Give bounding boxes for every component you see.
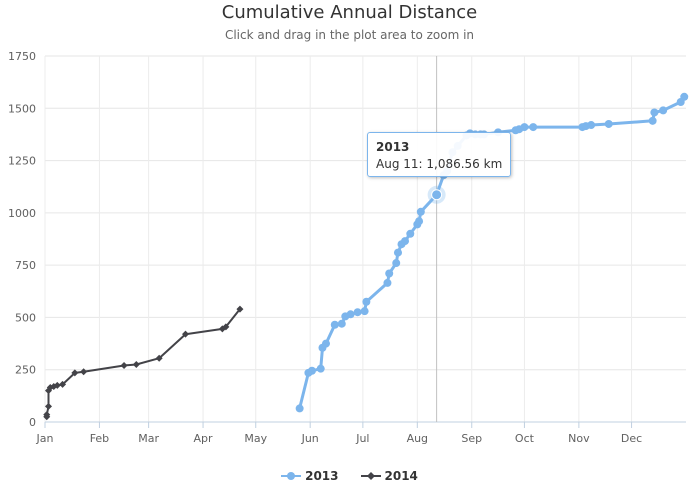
tooltip: 2013 Aug 11: 1,086.56 km: [367, 132, 511, 177]
x-tick-label: Mar: [138, 432, 159, 445]
data-point-2014: [80, 368, 88, 376]
x-tick-label: Jul: [355, 432, 369, 445]
legend: 2013 2014: [0, 467, 699, 485]
x-tick-label: Oct: [515, 432, 535, 445]
y-tick-label: 0: [29, 416, 36, 429]
hover-layer: [427, 56, 446, 422]
hover-point: [431, 189, 443, 201]
data-point-2013: [360, 307, 369, 316]
data-point-2013: [648, 116, 657, 125]
data-point-2013: [393, 248, 402, 257]
y-tick-label: 1750: [8, 50, 36, 63]
x-tick-label: Dec: [621, 432, 642, 445]
y-tick-label: 1500: [8, 102, 36, 115]
x-tick-label: May: [244, 432, 267, 445]
data-point-2014: [53, 381, 61, 389]
data-point-2013: [385, 269, 394, 278]
data-point-2014: [132, 360, 140, 368]
x-axis: Jan Feb Mar Apr May Jun Jul Aug Sep Oct Nov Dec: [36, 421, 686, 445]
data-point-2014: [120, 362, 128, 370]
data-point-2014: [71, 369, 79, 377]
x-tick-label: Jun: [301, 432, 319, 445]
data-point-2013: [295, 404, 304, 413]
x-tick-label: Apr: [194, 432, 214, 445]
x-tick-label: Nov: [568, 432, 590, 445]
data-point-2013: [659, 106, 668, 115]
data-point-2013: [362, 297, 371, 306]
data-point-2013: [650, 108, 659, 117]
diamond-marker-icon: [360, 472, 381, 480]
x-tick-label: Sep: [461, 432, 482, 445]
data-point-2013: [416, 207, 425, 216]
data-point-2013: [401, 237, 410, 246]
y-tick-label: 1250: [8, 155, 36, 168]
tooltip-value: Aug 11: 1,086.56 km: [376, 157, 503, 171]
data-point-2013: [316, 364, 325, 373]
series-line-2014: [45, 308, 241, 417]
data-point-2013: [330, 320, 339, 329]
data-point-2014: [236, 305, 244, 313]
data-point-2013: [415, 217, 424, 226]
data-point-2013: [587, 121, 596, 130]
data-point-2013: [529, 123, 538, 132]
x-tick-label: Feb: [90, 432, 109, 445]
data-point-2013: [392, 259, 401, 268]
data-point-2014: [45, 402, 53, 410]
legend-item-2014[interactable]: 2014: [360, 467, 418, 485]
data-point-2013: [680, 92, 689, 101]
y-tick-label: 500: [15, 311, 36, 324]
data-point-2014: [222, 323, 230, 331]
data-point-2013: [406, 229, 415, 238]
data-point-2013: [307, 366, 316, 375]
data-point-2014: [155, 354, 163, 362]
data-point-2014: [181, 330, 189, 338]
y-tick-label: 250: [15, 364, 36, 377]
data-point-2013: [520, 123, 529, 132]
x-tick-label: Aug: [407, 432, 428, 445]
legend-label-2013: 2013: [305, 469, 339, 483]
data-point-2013: [346, 310, 355, 319]
data-point-2013: [337, 319, 346, 328]
chart-title: Cumulative Annual Distance: [221, 2, 478, 23]
gridlines: [44, 55, 686, 422]
y-tick-label: 1000: [8, 207, 36, 220]
data-point-2013: [604, 119, 613, 128]
data-point-2013: [353, 308, 362, 317]
series-layer: [43, 92, 689, 421]
x-tick-label: Jan: [36, 432, 54, 445]
chart-subtitle: Click and drag in the plot area to zoom …: [224, 28, 475, 42]
data-point-2013: [383, 278, 392, 287]
legend-item-2013[interactable]: 2013: [281, 467, 339, 485]
y-tick-label: 750: [15, 259, 36, 272]
legend-label-2014: 2014: [384, 469, 418, 483]
circle-marker-icon: [281, 472, 302, 480]
data-point-2014: [43, 411, 51, 419]
y-axis-ticks: 0 250 500 750 1000 1250 1500 1750: [8, 50, 36, 429]
data-point-2013: [321, 339, 330, 348]
data-point-2014: [59, 380, 67, 388]
tooltip-series-name: 2013: [376, 140, 410, 154]
